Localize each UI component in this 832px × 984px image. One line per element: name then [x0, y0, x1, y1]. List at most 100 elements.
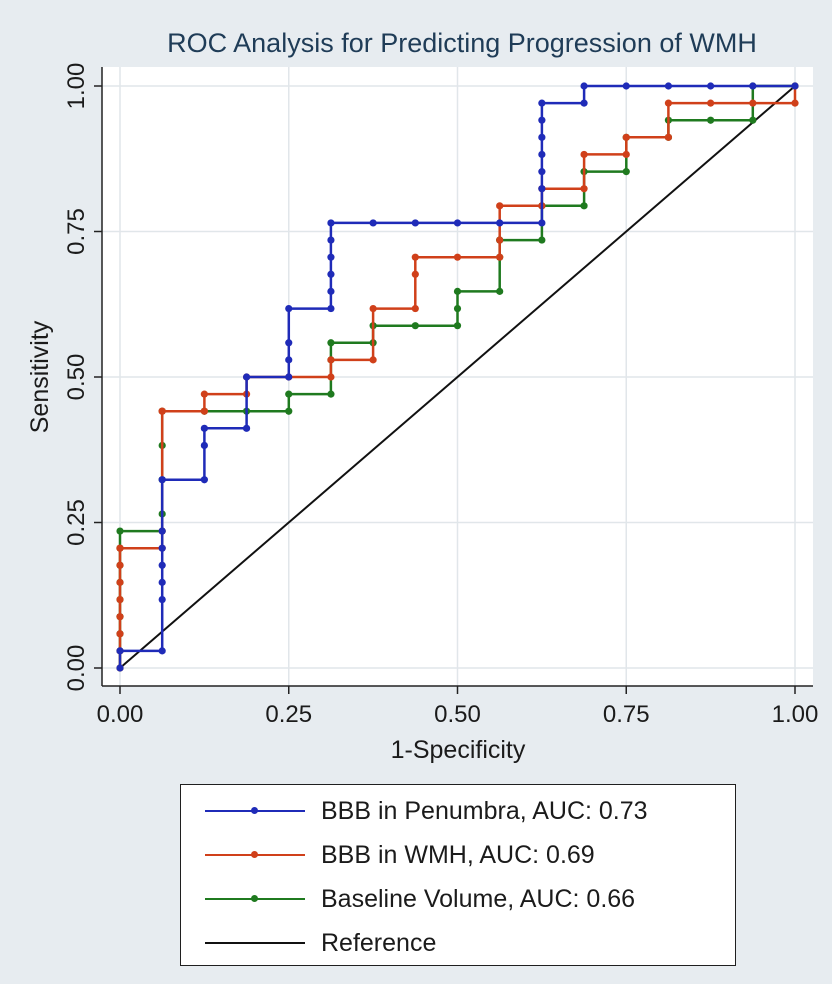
data-point-penumbra — [327, 270, 335, 278]
data-point-penumbra — [242, 424, 251, 432]
series-layer — [116, 82, 799, 672]
data-point-wmh — [116, 595, 124, 604]
data-point-penumbra — [158, 527, 166, 535]
legend-label-wmh: BBB in WMH, AUC: 0.69 — [321, 841, 595, 869]
data-point-wmh — [116, 613, 124, 621]
data-point-wmh — [580, 150, 588, 159]
data-point-penumbra — [622, 82, 630, 90]
data-point-penumbra — [158, 476, 166, 484]
data-point-baseline — [622, 168, 630, 176]
y-tick-label: 0.25 — [63, 499, 90, 546]
data-point-wmh — [664, 133, 673, 141]
reference-line — [119, 85, 796, 669]
data-point-wmh — [496, 236, 504, 244]
data-point-penumbra — [538, 150, 546, 159]
data-point-wmh — [327, 373, 335, 381]
data-point-wmh — [327, 356, 335, 364]
legend-label-penumbra: BBB in Penumbra, AUC: 0.73 — [321, 797, 648, 825]
x-tick-label: 0.50 — [434, 701, 481, 728]
x-tick-label: 0.25 — [265, 701, 312, 728]
data-point-penumbra — [242, 373, 251, 381]
data-point-wmh — [369, 304, 377, 313]
legend: BBB in Penumbra, AUC: 0.73 BBB in WMH, A… — [180, 784, 736, 966]
data-point-wmh — [496, 202, 504, 210]
legend-label-reference: Reference — [321, 929, 437, 957]
data-point-baseline — [749, 116, 757, 124]
data-point-baseline — [285, 407, 293, 415]
data-point-wmh — [411, 304, 419, 313]
data-point-wmh — [200, 390, 208, 398]
data-point-wmh — [158, 407, 166, 415]
data-point-penumbra — [369, 219, 377, 227]
data-point-baseline — [538, 236, 546, 244]
legend-item-wmh: BBB in WMH, AUC: 0.69 — [181, 837, 735, 873]
data-point-penumbra — [158, 561, 166, 569]
data-point-wmh — [580, 185, 588, 193]
data-point-penumbra — [158, 595, 166, 604]
data-point-penumbra — [538, 133, 546, 141]
data-point-baseline — [580, 202, 588, 210]
data-point-penumbra — [200, 476, 208, 484]
data-point-penumbra — [200, 424, 208, 432]
data-point-baseline — [327, 339, 335, 347]
data-point-baseline — [411, 322, 419, 330]
data-point-penumbra — [411, 219, 419, 227]
chart-title: ROC Analysis for Predicting Progression … — [167, 28, 757, 58]
data-point-penumbra — [116, 664, 124, 672]
data-point-penumbra — [453, 219, 462, 227]
data-point-wmh — [707, 99, 715, 107]
data-point-penumbra — [285, 339, 293, 347]
data-point-wmh — [116, 561, 124, 569]
data-point-penumbra — [327, 287, 335, 295]
x-axis-label: 1-Specificity — [391, 736, 526, 764]
data-point-wmh — [622, 150, 630, 159]
data-point-penumbra — [580, 82, 588, 90]
data-point-penumbra — [538, 219, 546, 227]
data-point-baseline — [707, 116, 715, 124]
data-point-wmh — [496, 253, 504, 261]
data-point-penumbra — [327, 253, 335, 261]
data-point-penumbra — [538, 99, 546, 107]
axes: 0.00 0.25 0.50 0.75 1.00 0.00 0.25 0.50 0.75 1.00 — [63, 63, 818, 728]
data-point-penumbra — [285, 304, 293, 313]
data-point-wmh — [749, 99, 757, 107]
data-point-penumbra — [158, 647, 166, 655]
legend-item-reference: Reference — [181, 925, 735, 961]
data-point-penumbra — [580, 99, 588, 107]
data-point-baseline — [285, 390, 293, 398]
data-point-penumbra — [538, 185, 546, 193]
data-point-wmh — [369, 356, 377, 364]
data-point-penumbra — [791, 82, 799, 90]
data-point-wmh — [453, 253, 462, 261]
legend-label-baseline: Baseline Volume, AUC: 0.66 — [321, 885, 636, 913]
data-point-wmh — [411, 270, 419, 278]
data-point-penumbra — [327, 236, 335, 244]
data-point-penumbra — [327, 304, 335, 313]
data-point-wmh — [116, 630, 124, 638]
data-point-wmh — [664, 99, 673, 107]
data-point-baseline — [496, 287, 504, 295]
x-tick-label: 1.00 — [772, 701, 819, 728]
data-point-penumbra — [327, 219, 335, 227]
x-tick-label: 0.00 — [97, 701, 144, 728]
data-point-wmh — [116, 578, 124, 586]
y-axis-label: Sensitivity — [26, 320, 54, 433]
y-tick-label: 0.00 — [63, 645, 90, 692]
data-point-wmh — [116, 544, 124, 552]
legend-marker-baseline — [251, 895, 258, 902]
data-point-penumbra — [664, 82, 673, 90]
data-point-wmh — [622, 133, 630, 141]
legend-line-reference — [205, 942, 305, 944]
data-point-baseline — [327, 390, 335, 398]
legend-item-baseline: Baseline Volume, AUC: 0.66 — [181, 881, 735, 917]
data-point-penumbra — [200, 441, 208, 450]
data-point-penumbra — [749, 82, 757, 90]
data-point-penumbra — [707, 82, 715, 90]
data-point-penumbra — [158, 544, 166, 552]
data-point-wmh — [791, 99, 799, 107]
data-point-penumbra — [538, 116, 546, 124]
data-point-baseline — [453, 304, 462, 313]
data-point-wmh — [200, 407, 208, 415]
data-point-baseline — [453, 322, 462, 330]
